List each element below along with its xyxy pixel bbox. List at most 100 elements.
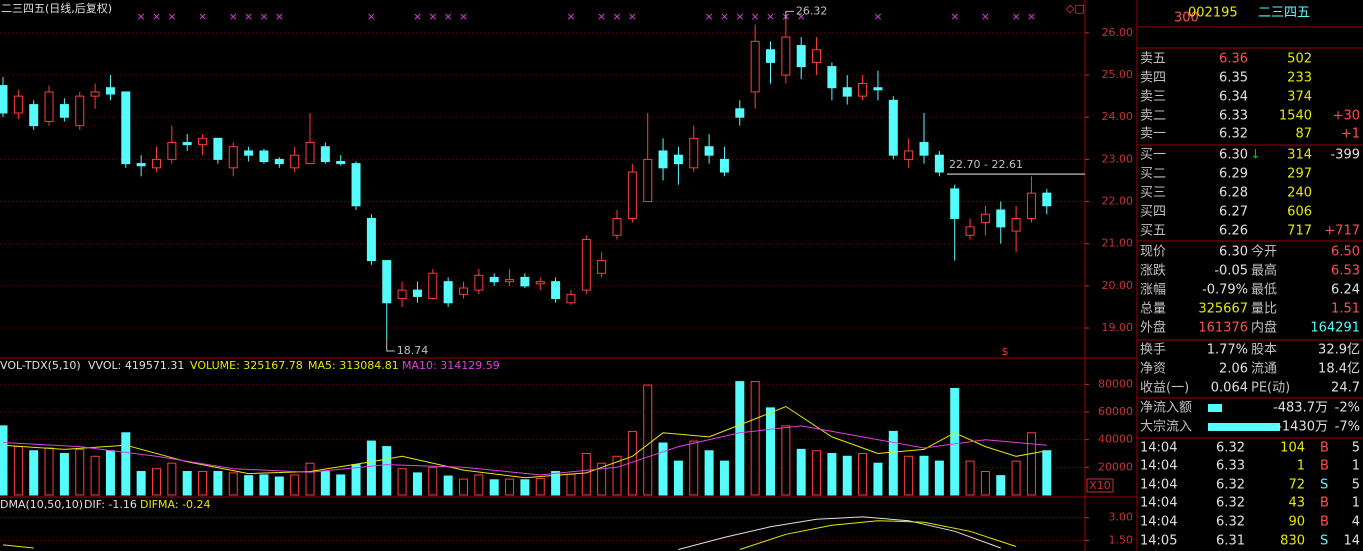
volume-bar xyxy=(643,384,653,496)
quote-cell: -0.79% xyxy=(1202,283,1248,298)
quote-cell: 收益(一) xyxy=(1140,381,1189,396)
signal-marker: × xyxy=(428,10,437,23)
volume-bar xyxy=(474,474,484,496)
quote-cell: +717 xyxy=(1324,224,1360,239)
volume-bar xyxy=(244,475,254,496)
volume-bar xyxy=(919,455,929,496)
candle-body xyxy=(520,276,530,287)
volume-bar xyxy=(934,460,944,496)
volume-bar xyxy=(750,381,760,496)
candle-body xyxy=(965,226,975,236)
quote-cell: 300 xyxy=(1174,11,1199,26)
candle-body xyxy=(950,188,960,219)
legend-entry: VOL-TDX(5,10) xyxy=(0,359,81,372)
quote-cell: 换手 xyxy=(1140,343,1166,358)
quote-cell: 325667 xyxy=(1198,302,1248,317)
volume-bar xyxy=(259,474,269,496)
legend-entry: DIFMA: -0.24 xyxy=(140,498,211,511)
y-tick-label: 22.00 xyxy=(1102,195,1134,208)
quote-cell: 6.32 xyxy=(1216,496,1245,511)
volume-bar xyxy=(336,474,346,496)
signal-marker: × xyxy=(720,10,729,23)
quote-cell: +30 xyxy=(1333,109,1360,124)
quote-cell: 6.29 xyxy=(1219,167,1248,182)
volume-bar xyxy=(704,450,714,496)
signal-marker: × xyxy=(137,10,146,23)
volume-bar xyxy=(459,478,468,496)
quote-cell: 374 xyxy=(1287,90,1312,105)
quote-cell: 卖五 xyxy=(1140,52,1166,67)
quote-cell: 6.32 xyxy=(1219,127,1248,142)
candle-body xyxy=(766,49,775,63)
candle-body xyxy=(152,158,161,169)
indicator-line xyxy=(2,405,1047,479)
quote-cell: 二三四五 xyxy=(1258,6,1310,21)
quote-cell: 涨幅 xyxy=(1140,283,1166,298)
candle-body xyxy=(459,287,468,295)
volume-bar xyxy=(121,432,131,496)
candle-body xyxy=(535,281,545,285)
candle-body xyxy=(412,289,422,297)
candle-body xyxy=(1026,192,1036,219)
annotation-leader xyxy=(386,339,395,352)
volume-bar xyxy=(228,472,238,496)
volume-bar xyxy=(996,475,1006,496)
candle-body xyxy=(704,146,714,156)
volume-bar xyxy=(397,468,407,496)
quote-cell: 104 xyxy=(1280,441,1305,456)
volume-bar xyxy=(136,470,146,496)
volume-bar xyxy=(1026,432,1036,496)
quote-cell: 32.9亿 xyxy=(1318,343,1360,358)
signal-marker: × xyxy=(198,10,207,23)
volume-bar xyxy=(535,477,545,496)
candle-body xyxy=(320,146,330,163)
candle-body xyxy=(781,36,791,76)
quote-cell: 卖二 xyxy=(1140,109,1166,124)
candle-body xyxy=(290,154,300,169)
low-annotation: 18.74 xyxy=(397,344,429,357)
volume-bar xyxy=(1011,460,1021,496)
signal-marker: × xyxy=(413,10,422,23)
volume-bar xyxy=(505,478,515,496)
volume-bar xyxy=(888,430,898,496)
volume-bar xyxy=(90,455,100,496)
window-icons[interactable]: ◇□ xyxy=(1066,2,1085,15)
quote-cell: 外盘 xyxy=(1140,320,1166,336)
volume-bar xyxy=(351,464,361,496)
annotation-leader xyxy=(785,10,794,20)
candle-body xyxy=(75,95,85,127)
signal-marker: × xyxy=(244,10,253,23)
quote-cell: 14:04 xyxy=(1140,441,1177,456)
volume-bar xyxy=(719,460,729,496)
signal-marker: × xyxy=(167,10,176,23)
volume-bar xyxy=(735,381,745,496)
quote-cell: -483.7万 xyxy=(1273,401,1328,416)
signal-marker: × xyxy=(229,10,238,23)
quote-cell: 18.4亿 xyxy=(1318,362,1360,377)
signal-marker: × xyxy=(751,10,760,23)
candle-body xyxy=(397,289,407,300)
candle-body xyxy=(858,82,868,97)
quote-cell: 6.30 xyxy=(1219,245,1248,260)
quote-cell: 6.30 xyxy=(1219,148,1248,163)
y-tick-label: 20000 xyxy=(1098,460,1133,473)
y-tick-label: 40000 xyxy=(1098,433,1133,446)
quote-cell: S xyxy=(1320,478,1328,493)
quote-cell: 量比 xyxy=(1251,302,1277,317)
candle-body xyxy=(489,276,499,283)
quote-cell: 6.35 xyxy=(1219,71,1248,86)
volume-bar xyxy=(0,425,8,496)
quote-cell: 606 xyxy=(1287,205,1312,220)
volume-bar xyxy=(29,450,39,496)
signal-icon: $ xyxy=(1002,345,1009,358)
volume-bar xyxy=(44,447,54,496)
volume-bar xyxy=(520,479,530,496)
quote-cell: -7% xyxy=(1335,420,1360,435)
candle-body xyxy=(382,260,392,304)
candle-body xyxy=(167,142,177,160)
quote-cell: 87 xyxy=(1295,127,1312,142)
quote-cell: 14:04 xyxy=(1140,459,1177,474)
quote-cell: 502 xyxy=(1287,52,1312,67)
signal-marker: × xyxy=(367,10,376,23)
